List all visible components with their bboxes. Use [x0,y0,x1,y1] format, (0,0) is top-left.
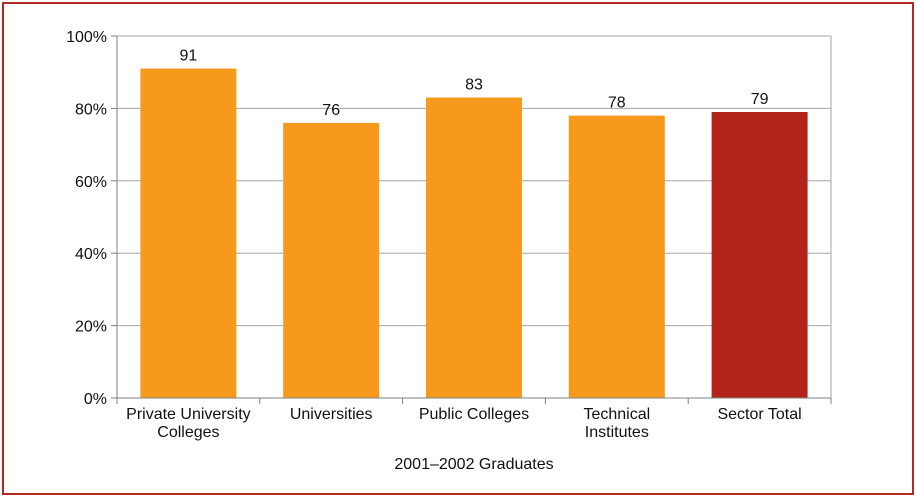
bar [283,122,380,398]
category-label: Sector Total [717,406,801,423]
category-label: Technical Institutes [583,406,650,441]
data-label: 76 [322,102,340,119]
y-tick-label: 20% [75,319,107,336]
data-label: 83 [465,77,483,94]
y-tick-label: 100% [66,29,107,46]
x-axis-title: 2001–2002 Graduates [394,456,553,473]
data-label: 79 [751,91,769,108]
y-tick-label: 40% [75,246,107,263]
bar [711,112,808,399]
category-labels: Private University Colleges Universities Pu… [126,406,802,441]
bars [140,68,808,399]
data-label: 78 [608,95,626,112]
y-tick-label: 80% [75,101,107,118]
axes [111,35,832,404]
bar [140,68,237,398]
bar [426,97,522,398]
y-tick-labels: 0% 20% 40% 60% 80% 100% [66,29,107,408]
bar [568,115,665,398]
category-label: Private University Colleges [126,406,250,441]
data-labels: 91 76 83 78 79 [180,48,769,119]
category-label: Universities [290,406,373,423]
y-tick-label: 0% [84,391,107,408]
category-label: Public Colleges [419,406,529,423]
data-label: 91 [180,48,198,65]
y-tick-label: 60% [75,174,107,191]
